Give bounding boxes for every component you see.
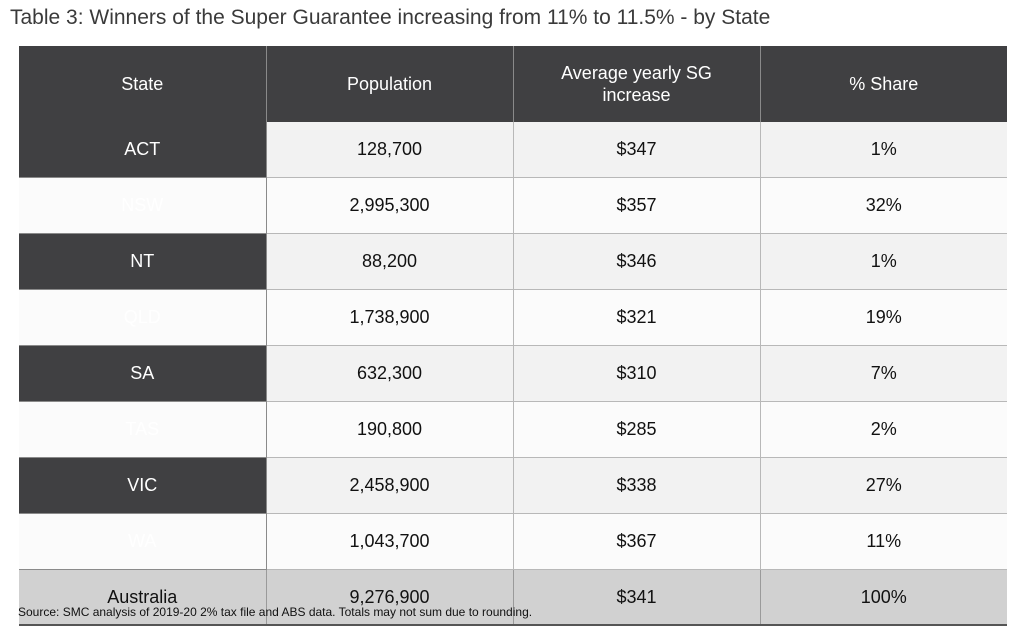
avg-sg-cell: $357 [513, 177, 761, 234]
avg-sg-cell: $310 [513, 345, 761, 402]
state-cell: TAS [19, 401, 267, 458]
table-row: TAS 190,800 $285 2% [19, 401, 1007, 458]
total-avg-sg-cell: $341 [513, 569, 761, 626]
avg-sg-cell: $347 [513, 122, 761, 178]
sg-winners-table: State Population Average yearly SG incre… [19, 46, 1007, 626]
share-cell: 32% [760, 177, 1007, 234]
share-cell: 11% [760, 513, 1007, 570]
population-cell: 1,738,900 [266, 289, 514, 346]
state-cell: NT [19, 233, 267, 290]
state-cell: WA [19, 513, 267, 570]
state-cell: SA [19, 345, 267, 402]
table-row: ACT 128,700 $347 1% [19, 122, 1007, 178]
population-cell: 190,800 [266, 401, 514, 458]
population-cell: 2,458,900 [266, 457, 514, 514]
table-row: SA 632,300 $310 7% [19, 345, 1007, 402]
avg-sg-cell: $346 [513, 233, 761, 290]
avg-sg-cell: $367 [513, 513, 761, 570]
header-state: State [19, 46, 267, 122]
total-share-cell: 100% [760, 569, 1007, 626]
total-population-cell: 9,276,900 [266, 569, 514, 626]
population-cell: 1,043,700 [266, 513, 514, 570]
share-cell: 7% [760, 345, 1007, 402]
share-cell: 1% [760, 233, 1007, 290]
state-cell: VIC [19, 457, 267, 514]
total-row: Australia 9,276,900 $341 100% [19, 569, 1007, 626]
avg-sg-cell: $285 [513, 401, 761, 458]
table-row: QLD 1,738,900 $321 19% [19, 289, 1007, 346]
header-avg-sg-increase: Average yearly SG increase [513, 46, 761, 122]
avg-sg-cell: $321 [513, 289, 761, 346]
population-cell: 128,700 [266, 122, 514, 178]
header-row: State Population Average yearly SG incre… [19, 46, 1007, 122]
share-cell: 2% [760, 401, 1007, 458]
table-row: NSW 2,995,300 $357 32% [19, 177, 1007, 234]
state-cell: ACT [19, 122, 267, 178]
source-note: Source: SMC analysis of 2019-20 2% tax f… [18, 605, 533, 619]
state-cell: QLD [19, 289, 267, 346]
population-cell: 88,200 [266, 233, 514, 290]
header-population: Population [266, 46, 514, 122]
state-cell: NSW [19, 177, 267, 234]
header-share: % Share [760, 46, 1007, 122]
population-cell: 2,995,300 [266, 177, 514, 234]
share-cell: 1% [760, 122, 1007, 178]
table-row: WA 1,043,700 $367 11% [19, 513, 1007, 570]
table-row: NT 88,200 $346 1% [19, 233, 1007, 290]
table-title: Table 3: Winners of the Super Guarantee … [10, 6, 771, 29]
total-state-cell: Australia [19, 569, 267, 626]
population-cell: 632,300 [266, 345, 514, 402]
table-row: VIC 2,458,900 $338 27% [19, 457, 1007, 514]
share-cell: 27% [760, 457, 1007, 514]
share-cell: 19% [760, 289, 1007, 346]
avg-sg-cell: $338 [513, 457, 761, 514]
